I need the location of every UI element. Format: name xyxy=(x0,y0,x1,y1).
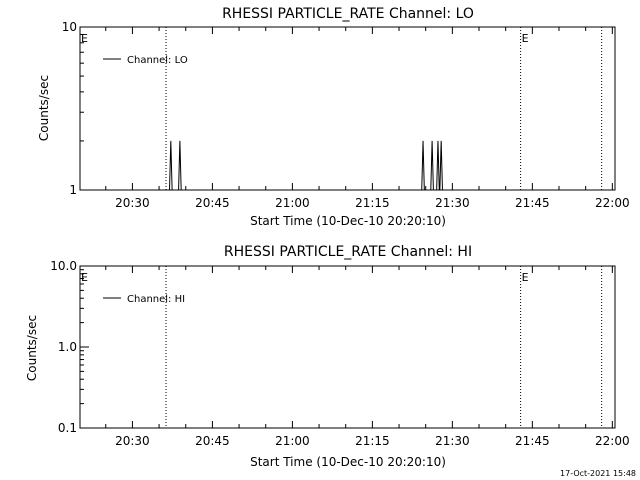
hi-event-mark: E xyxy=(81,271,88,284)
hi-x-tick-label: 21:45 xyxy=(515,434,550,448)
hi-chart-title: RHESSI PARTICLE_RATE Channel: HI xyxy=(224,244,472,260)
hi-event-mark: E xyxy=(522,271,529,284)
lo-y-tick-label: 10 xyxy=(62,20,77,34)
hi-x-tick-label: 20:30 xyxy=(115,434,150,448)
lo-channel-panel: RHESSI PARTICLE_RATE Channel: LO 20:30 20… xyxy=(37,6,630,228)
lo-rate-spike xyxy=(436,140,440,191)
hi-channel-panel: RHESSI PARTICLE_RATE Channel: HI 20:30 20… xyxy=(25,244,630,469)
generation-timestamp: 17-Oct-2021 15:48 xyxy=(560,469,636,478)
hi-x-tick-label: 21:15 xyxy=(355,434,390,448)
lo-event-mark: E xyxy=(81,32,88,45)
lo-rate-spike xyxy=(421,140,425,191)
lo-x-tick-label: 20:30 xyxy=(115,196,150,210)
hi-y-tick-label: 0.1 xyxy=(58,421,77,435)
lo-rate-spike xyxy=(430,140,434,191)
hi-x-tick-label: 22:00 xyxy=(595,434,630,448)
hi-y-axis-label: Counts/sec xyxy=(25,315,39,381)
lo-x-tick-label: 22:00 xyxy=(595,196,630,210)
lo-event-mark: E xyxy=(522,32,529,45)
hi-y-tick-label: 1.0 xyxy=(58,340,77,354)
lo-x-tick-label: 21:30 xyxy=(435,196,470,210)
lo-y-axis: 1 10 xyxy=(62,20,89,197)
lo-series xyxy=(169,140,443,191)
lo-x-tick-label: 21:15 xyxy=(355,196,390,210)
hi-x-axis: 20:30 20:45 21:00 21:15 21:30 21:45 22:00 xyxy=(105,266,630,448)
lo-y-tick-label: 1 xyxy=(69,183,77,197)
hi-x-axis-label: Start Time (10-Dec-10 20:20:10) xyxy=(250,455,446,469)
lo-rate-spike xyxy=(169,140,173,191)
hi-y-tick-label: 10.0 xyxy=(50,259,77,273)
lo-y-axis-label: Counts/sec xyxy=(37,75,51,141)
lo-x-tick-label: 21:45 xyxy=(515,196,550,210)
lo-x-tick-label: 21:00 xyxy=(275,196,310,210)
lo-chart-title: RHESSI PARTICLE_RATE Channel: LO xyxy=(222,6,474,22)
hi-x-tick-label: 20:45 xyxy=(195,434,230,448)
lo-rate-spike xyxy=(439,140,443,191)
hi-x-tick-label: 21:00 xyxy=(275,434,310,448)
lo-legend: Channel: LO xyxy=(103,55,188,66)
lo-x-axis: 20:30 20:45 21:00 21:15 21:30 21:45 22:00 xyxy=(105,27,630,210)
lo-x-tick-label: 20:45 xyxy=(195,196,230,210)
hi-legend-entry: Channel: HI xyxy=(127,294,185,305)
hi-y-axis: 0.1 1.0 10.0 xyxy=(50,259,89,435)
hi-plot-frame xyxy=(79,265,616,429)
lo-plot-frame xyxy=(79,26,616,191)
hi-x-tick-label: 21:30 xyxy=(435,434,470,448)
lo-rate-spike xyxy=(178,140,182,191)
lo-x-axis-label: Start Time (10-Dec-10 20:20:10) xyxy=(250,214,446,228)
lo-legend-entry: Channel: LO xyxy=(127,55,188,66)
hi-legend: Channel: HI xyxy=(103,294,185,305)
